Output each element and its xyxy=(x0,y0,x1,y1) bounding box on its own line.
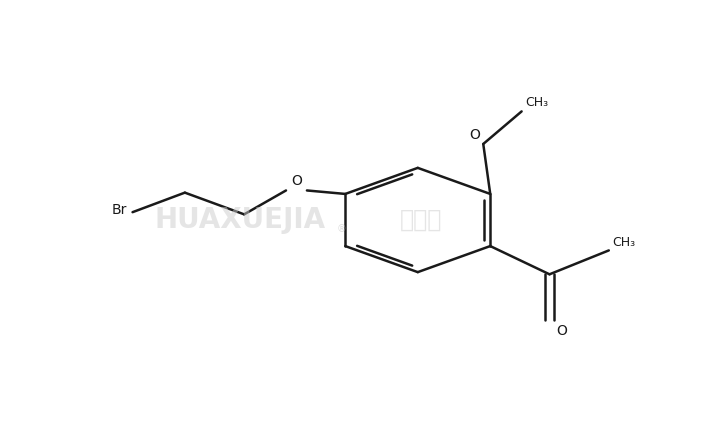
Text: O: O xyxy=(557,324,567,338)
Text: HUAXUEJIA: HUAXUEJIA xyxy=(155,206,325,234)
Text: ®: ® xyxy=(336,224,346,234)
Text: O: O xyxy=(291,174,302,188)
Text: 化学加: 化学加 xyxy=(400,208,442,232)
Text: CH₃: CH₃ xyxy=(525,96,548,109)
Text: Br: Br xyxy=(112,203,127,217)
Text: CH₃: CH₃ xyxy=(612,236,636,249)
Text: O: O xyxy=(469,128,479,142)
